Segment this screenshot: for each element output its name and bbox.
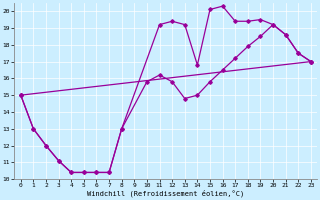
X-axis label: Windchill (Refroidissement éolien,°C): Windchill (Refroidissement éolien,°C) [87, 190, 244, 197]
